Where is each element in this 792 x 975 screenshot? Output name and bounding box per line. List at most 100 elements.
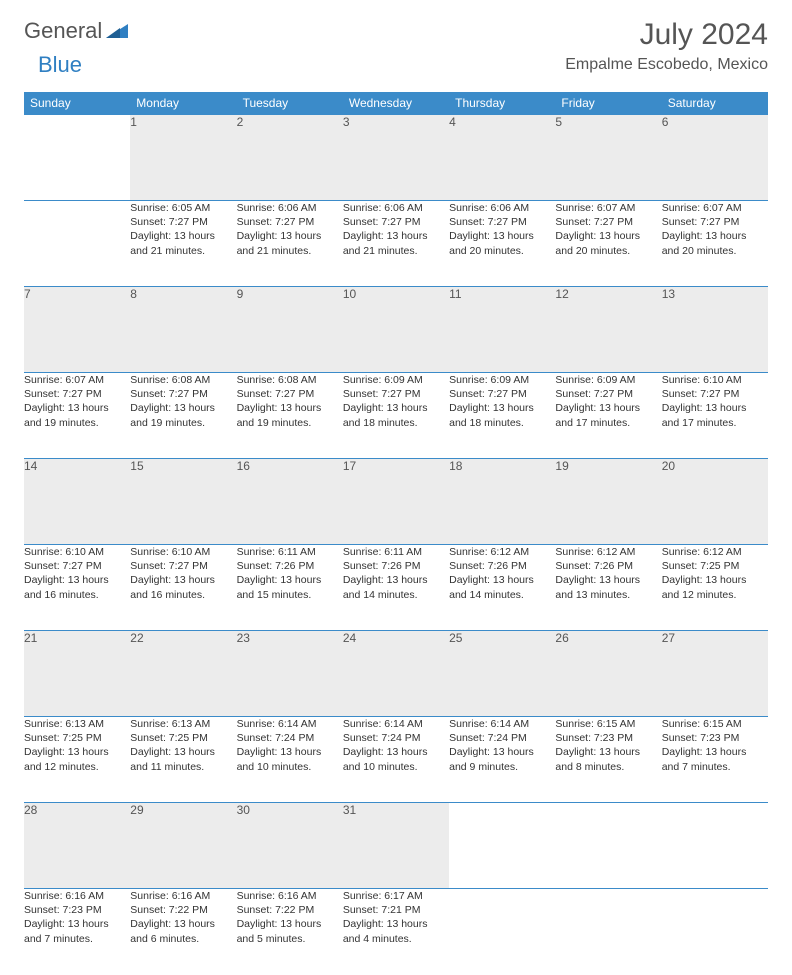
- daylight-text-1: Daylight: 13 hours: [662, 401, 768, 415]
- sunset-text: Sunset: 7:23 PM: [662, 731, 768, 745]
- sunset-text: Sunset: 7:25 PM: [662, 559, 768, 573]
- sunset-text: Sunset: 7:27 PM: [24, 387, 130, 401]
- daylight-text-1: Daylight: 13 hours: [449, 401, 555, 415]
- day-cell: Sunrise: 6:14 AMSunset: 7:24 PMDaylight:…: [237, 717, 343, 803]
- day-number: 13: [662, 287, 768, 373]
- daylight-text-1: Daylight: 13 hours: [237, 229, 343, 243]
- daylight-text-1: Daylight: 13 hours: [130, 917, 236, 931]
- day-cell: Sunrise: 6:06 AMSunset: 7:27 PMDaylight:…: [343, 201, 449, 287]
- sunset-text: Sunset: 7:27 PM: [555, 387, 661, 401]
- weekday-header: Saturday: [662, 92, 768, 115]
- sunset-text: Sunset: 7:27 PM: [130, 559, 236, 573]
- sunrise-text: Sunrise: 6:16 AM: [237, 889, 343, 903]
- sunset-text: Sunset: 7:27 PM: [449, 387, 555, 401]
- daylight-text-2: and 13 minutes.: [555, 588, 661, 602]
- sunset-text: Sunset: 7:24 PM: [449, 731, 555, 745]
- sunrise-text: Sunrise: 6:07 AM: [555, 201, 661, 215]
- daylight-text-1: Daylight: 13 hours: [662, 573, 768, 587]
- day-number: 20: [662, 459, 768, 545]
- day-number: 16: [237, 459, 343, 545]
- sunset-text: Sunset: 7:27 PM: [343, 215, 449, 229]
- sunrise-text: Sunrise: 6:12 AM: [555, 545, 661, 559]
- sunrise-text: Sunrise: 6:09 AM: [343, 373, 449, 387]
- day-cell: Sunrise: 6:07 AMSunset: 7:27 PMDaylight:…: [662, 201, 768, 287]
- day-number-row: 28293031: [24, 803, 768, 889]
- daylight-text-2: and 16 minutes.: [130, 588, 236, 602]
- day-number-row: 14151617181920: [24, 459, 768, 545]
- daylight-text-2: and 17 minutes.: [662, 416, 768, 430]
- day-cell: Sunrise: 6:12 AMSunset: 7:25 PMDaylight:…: [662, 545, 768, 631]
- weekday-row: SundayMondayTuesdayWednesdayThursdayFrid…: [24, 92, 768, 115]
- daylight-text-1: Daylight: 13 hours: [130, 401, 236, 415]
- weekday-header: Sunday: [24, 92, 130, 115]
- day-number: 6: [662, 115, 768, 201]
- daylight-text-2: and 4 minutes.: [343, 932, 449, 946]
- daylight-text-1: Daylight: 13 hours: [343, 401, 449, 415]
- sunrise-text: Sunrise: 6:10 AM: [130, 545, 236, 559]
- weekday-header: Thursday: [449, 92, 555, 115]
- weekday-header: Tuesday: [237, 92, 343, 115]
- sunset-text: Sunset: 7:27 PM: [662, 387, 768, 401]
- day-cell: Sunrise: 6:15 AMSunset: 7:23 PMDaylight:…: [555, 717, 661, 803]
- day-number: 31: [343, 803, 449, 889]
- sunrise-text: Sunrise: 6:14 AM: [343, 717, 449, 731]
- daylight-text-1: Daylight: 13 hours: [237, 401, 343, 415]
- day-number: 23: [237, 631, 343, 717]
- sunrise-text: Sunrise: 6:17 AM: [343, 889, 449, 903]
- day-number: [555, 803, 661, 889]
- day-number: 11: [449, 287, 555, 373]
- day-cell: Sunrise: 6:05 AMSunset: 7:27 PMDaylight:…: [130, 201, 236, 287]
- daylight-text-1: Daylight: 13 hours: [237, 917, 343, 931]
- daylight-text-2: and 5 minutes.: [237, 932, 343, 946]
- day-number: [24, 115, 130, 201]
- day-cell: Sunrise: 6:06 AMSunset: 7:27 PMDaylight:…: [237, 201, 343, 287]
- sunrise-text: Sunrise: 6:16 AM: [130, 889, 236, 903]
- day-cell: Sunrise: 6:06 AMSunset: 7:27 PMDaylight:…: [449, 201, 555, 287]
- day-cell: Sunrise: 6:11 AMSunset: 7:26 PMDaylight:…: [237, 545, 343, 631]
- sunrise-text: Sunrise: 6:14 AM: [449, 717, 555, 731]
- day-number: 10: [343, 287, 449, 373]
- sunrise-text: Sunrise: 6:09 AM: [449, 373, 555, 387]
- daylight-text-2: and 20 minutes.: [555, 244, 661, 258]
- logo: General: [24, 18, 130, 44]
- title-block: July 2024 Empalme Escobedo, Mexico: [565, 18, 768, 74]
- daylight-text-2: and 10 minutes.: [237, 760, 343, 774]
- location-text: Empalme Escobedo, Mexico: [565, 56, 768, 74]
- day-body-row: Sunrise: 6:13 AMSunset: 7:25 PMDaylight:…: [24, 717, 768, 803]
- sunrise-text: Sunrise: 6:07 AM: [662, 201, 768, 215]
- sunrise-text: Sunrise: 6:14 AM: [237, 717, 343, 731]
- sunrise-text: Sunrise: 6:06 AM: [237, 201, 343, 215]
- daylight-text-2: and 16 minutes.: [24, 588, 130, 602]
- daylight-text-1: Daylight: 13 hours: [24, 573, 130, 587]
- daylight-text-2: and 21 minutes.: [130, 244, 236, 258]
- sunset-text: Sunset: 7:27 PM: [555, 215, 661, 229]
- daylight-text-1: Daylight: 13 hours: [24, 745, 130, 759]
- sunset-text: Sunset: 7:22 PM: [237, 903, 343, 917]
- day-cell: Sunrise: 6:15 AMSunset: 7:23 PMDaylight:…: [662, 717, 768, 803]
- daylight-text-2: and 14 minutes.: [343, 588, 449, 602]
- sunset-text: Sunset: 7:25 PM: [130, 731, 236, 745]
- weekday-header: Friday: [555, 92, 661, 115]
- daylight-text-1: Daylight: 13 hours: [130, 745, 236, 759]
- daylight-text-1: Daylight: 13 hours: [555, 229, 661, 243]
- day-body-row: Sunrise: 6:05 AMSunset: 7:27 PMDaylight:…: [24, 201, 768, 287]
- sunset-text: Sunset: 7:26 PM: [237, 559, 343, 573]
- sunset-text: Sunset: 7:25 PM: [24, 731, 130, 745]
- day-number: 1: [130, 115, 236, 201]
- month-title: July 2024: [565, 18, 768, 52]
- sunrise-text: Sunrise: 6:11 AM: [343, 545, 449, 559]
- daylight-text-2: and 19 minutes.: [24, 416, 130, 430]
- day-cell: Sunrise: 6:07 AMSunset: 7:27 PMDaylight:…: [555, 201, 661, 287]
- daylight-text-1: Daylight: 13 hours: [449, 573, 555, 587]
- day-body-row: Sunrise: 6:07 AMSunset: 7:27 PMDaylight:…: [24, 373, 768, 459]
- day-number: 19: [555, 459, 661, 545]
- day-cell: Sunrise: 6:13 AMSunset: 7:25 PMDaylight:…: [130, 717, 236, 803]
- day-cell: Sunrise: 6:13 AMSunset: 7:25 PMDaylight:…: [24, 717, 130, 803]
- sunrise-text: Sunrise: 6:06 AM: [449, 201, 555, 215]
- daylight-text-2: and 18 minutes.: [343, 416, 449, 430]
- day-number: 25: [449, 631, 555, 717]
- day-cell: Sunrise: 6:10 AMSunset: 7:27 PMDaylight:…: [662, 373, 768, 459]
- daylight-text-1: Daylight: 13 hours: [662, 745, 768, 759]
- daylight-text-1: Daylight: 13 hours: [555, 573, 661, 587]
- sunset-text: Sunset: 7:26 PM: [555, 559, 661, 573]
